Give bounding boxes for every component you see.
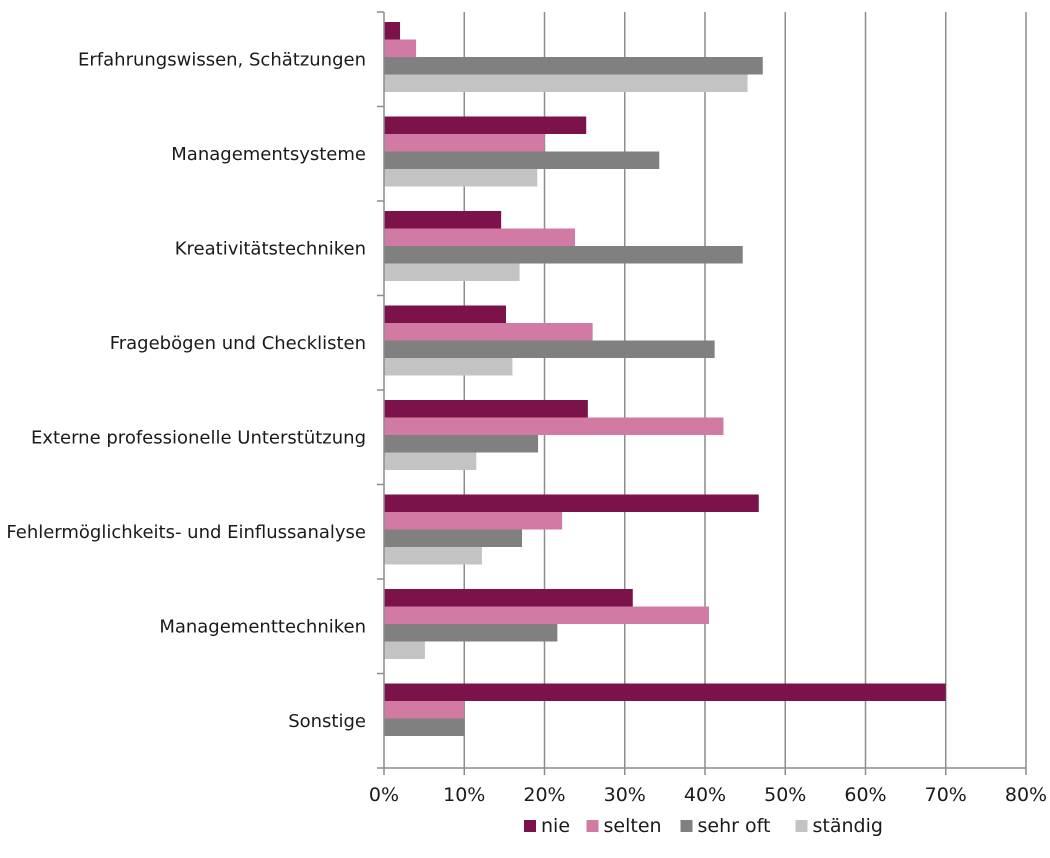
x-tick-label: 20% [523, 784, 565, 806]
bar [384, 340, 715, 358]
bar [384, 435, 539, 453]
bar [384, 400, 588, 418]
bar [384, 228, 575, 246]
category-label: Erfahrungswissen, Schätzungen [78, 49, 366, 70]
x-tick-label: 0% [369, 784, 399, 806]
bar [384, 641, 425, 659]
category-label: Fragebögen und Checklisten [110, 333, 366, 354]
legend-label: sehr oft [698, 815, 771, 837]
legend-label: ständig [813, 815, 883, 837]
bar [384, 57, 763, 75]
bar-layer [384, 22, 946, 736]
bar [384, 211, 502, 229]
bar [384, 39, 417, 57]
bar [384, 606, 710, 624]
legend-item: selten [586, 815, 662, 837]
x-tick-label: 80% [1005, 784, 1047, 806]
x-tick-label: 40% [684, 784, 726, 806]
legend-swatch [795, 820, 808, 832]
legend-item: ständig [795, 815, 883, 837]
bar [384, 683, 946, 701]
bar [384, 116, 587, 134]
bar [384, 74, 748, 92]
bar [384, 134, 545, 152]
category-label: Managementtechniken [159, 616, 366, 637]
bar [384, 589, 633, 607]
x-tick-label: 50% [764, 784, 806, 806]
bar [384, 246, 743, 264]
x-tick-label: 30% [604, 784, 646, 806]
x-tick-label: 70% [925, 784, 967, 806]
axis-layer [377, 11, 1027, 775]
bar [384, 263, 520, 281]
category-label: Managementsysteme [171, 144, 366, 165]
legend: nie selten sehr oft ständig [524, 815, 883, 837]
category-label: Sonstige [288, 711, 366, 732]
legend-swatch [586, 820, 599, 832]
bar [384, 169, 538, 187]
legend-item: sehr oft [680, 815, 771, 837]
bar [384, 494, 759, 512]
category-label: Fehlermöglichkeits- und Einflussanalyse [6, 522, 366, 543]
legend-label: selten [604, 815, 662, 837]
category-label: Kreativitätstechniken [175, 238, 366, 259]
bar [384, 151, 660, 169]
x-tick-label: 10% [443, 784, 485, 806]
bar [384, 624, 558, 642]
legend-item: nie [524, 815, 570, 837]
bar [384, 547, 482, 565]
label-layer: 0% 10% 20% 30% 40% 50% 60% 70% 80% Erfahrungswiss… [6, 49, 1047, 806]
bar [384, 22, 401, 40]
bar [384, 323, 593, 341]
bar [384, 358, 513, 376]
legend-label: nie [541, 815, 570, 837]
bar [384, 452, 477, 470]
bar [384, 305, 506, 323]
legend-swatch [680, 820, 693, 832]
bar [384, 529, 523, 547]
legend-swatch [524, 820, 536, 832]
bar [384, 718, 465, 736]
bar [384, 512, 563, 530]
bar [384, 701, 465, 719]
category-label: Externe professionelle Unterstützung [31, 427, 366, 448]
bar [384, 417, 724, 435]
x-tick-label: 60% [844, 784, 886, 806]
